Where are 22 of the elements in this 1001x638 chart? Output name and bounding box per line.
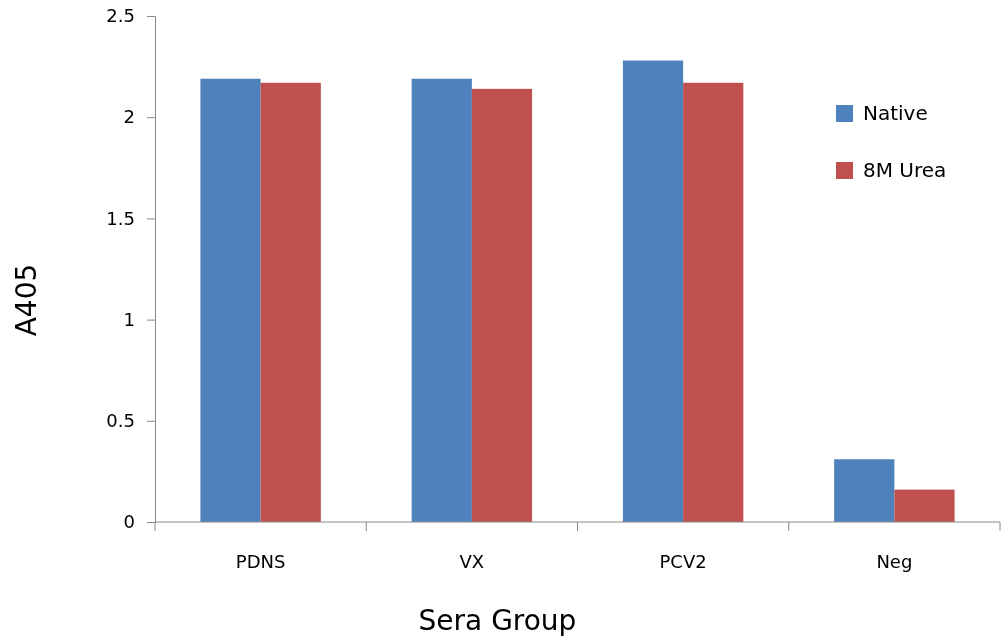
bar [260,82,321,522]
y-tick-label: 0.5 [106,410,135,432]
y-axis-title: A405 [10,263,43,337]
bar [622,60,684,522]
x-axis-title: Sera Group [418,604,577,637]
bar [411,78,472,522]
y-tick-label: 1 [123,308,135,330]
bar [834,459,895,522]
y-tick-label: 2.5 [106,5,135,27]
x-tick-label: VX [459,551,485,572]
legend-label: Native [863,101,928,125]
bar [894,489,955,522]
y-tick-label: 2 [123,106,135,128]
bar [200,78,261,522]
x-tick-label: Neg [876,551,913,572]
bar [471,88,533,522]
x-tick-label: PCV2 [659,551,707,572]
y-tick-label: 0 [123,511,135,533]
legend-label: 8M Urea [863,158,947,182]
bar [683,82,744,522]
y-tick-label: 1.5 [106,207,135,229]
x-tick-label: PDNS [235,551,286,572]
